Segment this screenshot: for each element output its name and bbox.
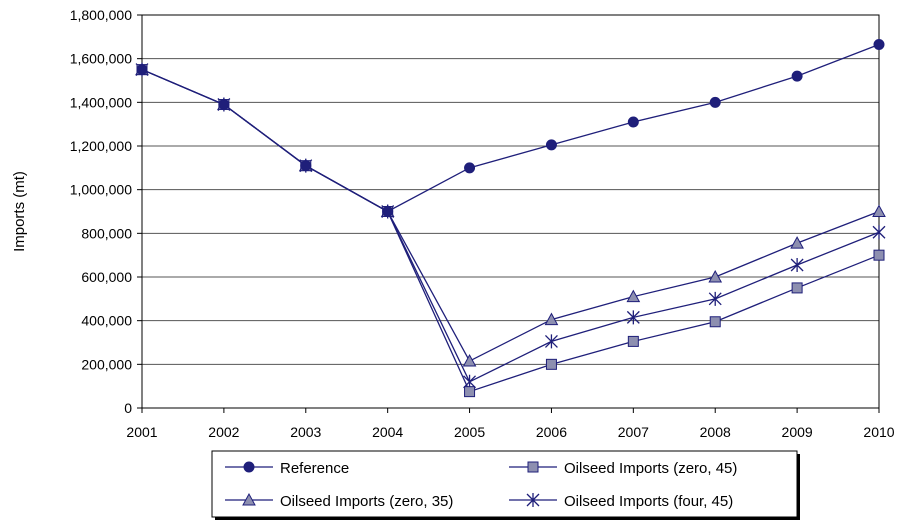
y-axis-ticks: 0 200,000 400,000 600,000 800,000 1,000,000 1,… (70, 7, 142, 416)
data-point (873, 249, 885, 261)
y-tick-label: 1,800,000 (70, 7, 132, 23)
data-point (873, 38, 885, 50)
data-point (544, 312, 559, 326)
y-tick-label: 800,000 (81, 225, 132, 241)
y-tick-label: 1,000,000 (70, 182, 132, 198)
legend-marker (242, 492, 256, 506)
legend-label: Oilseed Imports (zero, 45) (564, 460, 737, 477)
legend-item: Oilseed Imports (zero, 45) (509, 460, 737, 477)
legend-item: Reference (225, 460, 349, 477)
y-tick-label: 400,000 (81, 313, 132, 329)
x-tick-label: 2010 (863, 424, 894, 440)
x-axis-ticks: 2001 2002 2003 2004 2005 2006 2007 2008 2009 2010 (126, 408, 895, 440)
data-point (300, 160, 312, 172)
y-tick-label: 1,400,000 (70, 94, 132, 110)
legend-label: Oilseed Imports (four, 45) (564, 493, 733, 510)
data-point (464, 386, 476, 398)
data-point (709, 316, 721, 328)
y-tick-label: 200,000 (81, 356, 132, 372)
legend-marker (243, 461, 255, 473)
x-tick-label: 2006 (536, 424, 567, 440)
y-tick-label: 1,200,000 (70, 138, 132, 154)
x-tick-label: 2002 (208, 424, 239, 440)
data-point (544, 334, 558, 349)
data-point (464, 162, 476, 174)
x-tick-label: 2005 (454, 424, 485, 440)
y-axis-title: Imports (mt) (11, 171, 28, 252)
y-tick-label: 1,600,000 (70, 51, 132, 67)
legend-marker (526, 493, 540, 507)
x-tick-label: 2003 (290, 424, 321, 440)
data-point (462, 354, 477, 367)
y-tick-label: 0 (124, 400, 132, 416)
gridlines (142, 14, 879, 409)
data-point (627, 335, 639, 347)
legend-item: Oilseed Imports (four, 45) (509, 493, 733, 510)
data-point (872, 204, 886, 217)
series-line (141, 68, 880, 383)
data-point (218, 99, 230, 111)
data-point (136, 64, 148, 76)
series-1 (136, 64, 885, 398)
legend-marker (527, 461, 539, 473)
data-point (791, 70, 803, 82)
data-point (382, 206, 394, 217)
series-0 (136, 38, 885, 217)
legend-item: Oilseed Imports (zero, 35) (225, 492, 453, 510)
series-line (141, 68, 880, 393)
data-point (791, 282, 803, 294)
series-line (141, 68, 880, 362)
data-point (709, 96, 721, 108)
data-point (545, 139, 557, 151)
y-tick-label: 600,000 (81, 269, 132, 285)
x-tick-label: 2009 (782, 424, 813, 440)
series-line (141, 43, 880, 213)
x-tick-label: 2007 (618, 424, 649, 440)
data-point (626, 289, 641, 303)
data-point (545, 358, 557, 370)
plot-area (141, 14, 880, 409)
x-tick-label: 2008 (700, 424, 731, 440)
legend-box (211, 450, 798, 518)
legend-label: Oilseed Imports (zero, 35) (280, 493, 453, 510)
legend: Reference Oilseed Imports (zero, 45) Oilse… (211, 450, 800, 520)
x-tick-label: 2001 (126, 424, 157, 440)
data-point (708, 269, 723, 283)
data-point (708, 291, 722, 306)
x-tick-label: 2004 (372, 424, 403, 440)
legend-label: Reference (280, 460, 349, 477)
data-point (872, 225, 886, 240)
data-point (790, 236, 804, 249)
series-lines (135, 38, 886, 398)
data-point (626, 310, 640, 325)
data-point (627, 116, 639, 128)
data-point (790, 257, 804, 272)
